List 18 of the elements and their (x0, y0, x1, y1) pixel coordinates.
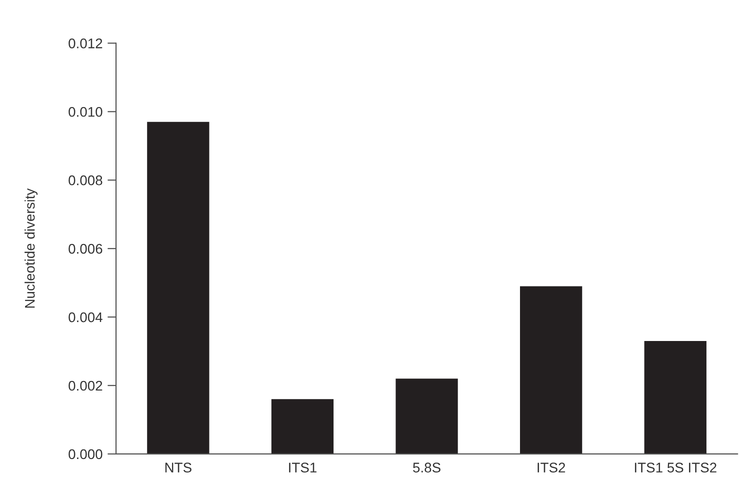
y-tick-label: 0.000 (68, 449, 102, 460)
x-tick-label: 5.8S (413, 462, 440, 472)
y-tick-label: 0.008 (68, 175, 102, 186)
bar (644, 340, 706, 454)
bar (147, 122, 210, 454)
y-tick-label: 0.012 (68, 38, 102, 48)
bar (520, 286, 582, 454)
bar (271, 399, 334, 454)
y-tick-label: 0.006 (68, 244, 102, 254)
bar (396, 378, 458, 454)
y-tick-label: 0.002 (68, 380, 102, 391)
y-tick-label: 0.010 (68, 106, 102, 117)
x-tick-label: ITS2 (538, 462, 566, 472)
x-tick-label: ITS1 (289, 462, 316, 472)
y-axis-title: Nucleotide diversity (24, 188, 38, 308)
x-tick-label: NTS (165, 462, 192, 472)
x-tick-label: ITS1 5S ITS2 (634, 462, 716, 472)
y-tick-label: 0.004 (68, 312, 102, 322)
